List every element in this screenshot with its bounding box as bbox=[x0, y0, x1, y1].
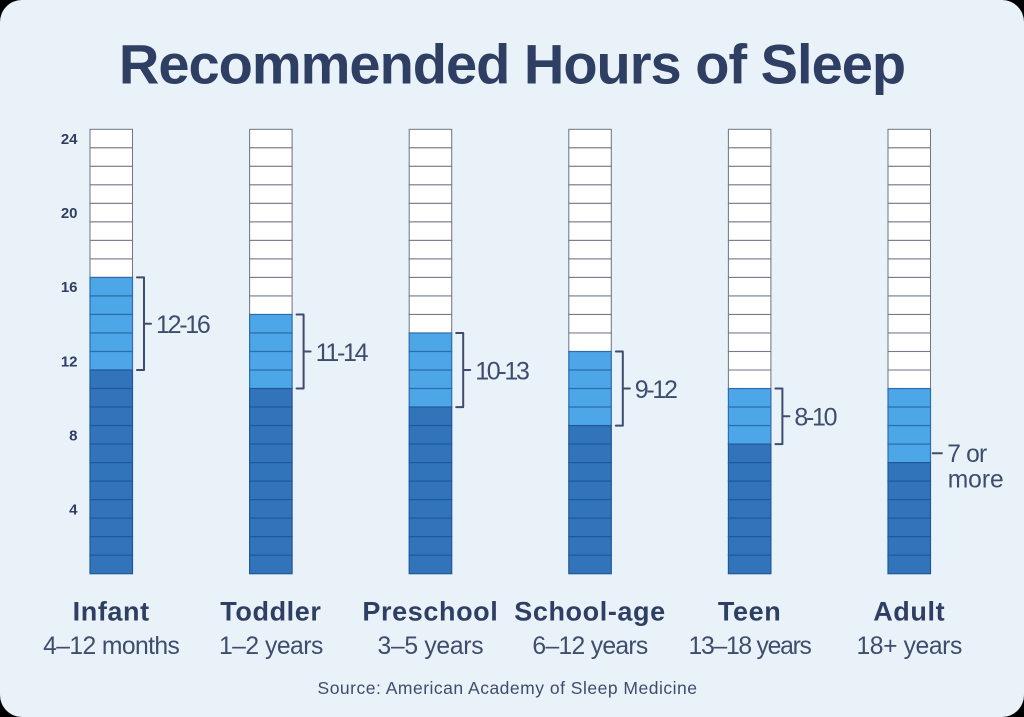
svg-text:1–2 years: 1–2 years bbox=[219, 633, 323, 660]
svg-text:6–12 years: 6–12 years bbox=[532, 633, 648, 660]
svg-text:12: 12 bbox=[61, 353, 78, 370]
svg-text:8: 8 bbox=[69, 427, 77, 444]
svg-text:School-age: School-age bbox=[514, 597, 666, 627]
svg-text:16: 16 bbox=[61, 279, 78, 296]
svg-text:9-12: 9-12 bbox=[635, 376, 677, 404]
svg-text:Preschool: Preschool bbox=[362, 597, 498, 627]
svg-text:Recommended Hours of Sleep: Recommended Hours of Sleep bbox=[119, 32, 905, 95]
svg-text:20: 20 bbox=[61, 205, 78, 222]
svg-text:10-13: 10-13 bbox=[475, 357, 529, 385]
svg-text:Toddler: Toddler bbox=[220, 597, 321, 627]
svg-text:24: 24 bbox=[61, 131, 78, 148]
svg-text:Teen: Teen bbox=[718, 597, 781, 627]
svg-text:Source: American Academy of Sl: Source: American Academy of Sleep Medici… bbox=[318, 678, 698, 698]
svg-text:more: more bbox=[948, 466, 1004, 493]
svg-text:7 or: 7 or bbox=[947, 441, 987, 468]
svg-text:4: 4 bbox=[69, 501, 78, 518]
svg-text:11-14: 11-14 bbox=[316, 339, 369, 367]
svg-text:18+ years: 18+ years bbox=[856, 633, 962, 660]
svg-text:13–18 years: 13–18 years bbox=[689, 633, 812, 660]
svg-text:4–12 months: 4–12 months bbox=[43, 633, 179, 660]
svg-text:12-16: 12-16 bbox=[156, 311, 210, 339]
svg-text:Adult: Adult bbox=[873, 597, 945, 627]
svg-text:3–5 years: 3–5 years bbox=[378, 633, 484, 660]
svg-text:Infant: Infant bbox=[73, 597, 150, 627]
svg-text:8-10: 8-10 bbox=[794, 404, 836, 432]
